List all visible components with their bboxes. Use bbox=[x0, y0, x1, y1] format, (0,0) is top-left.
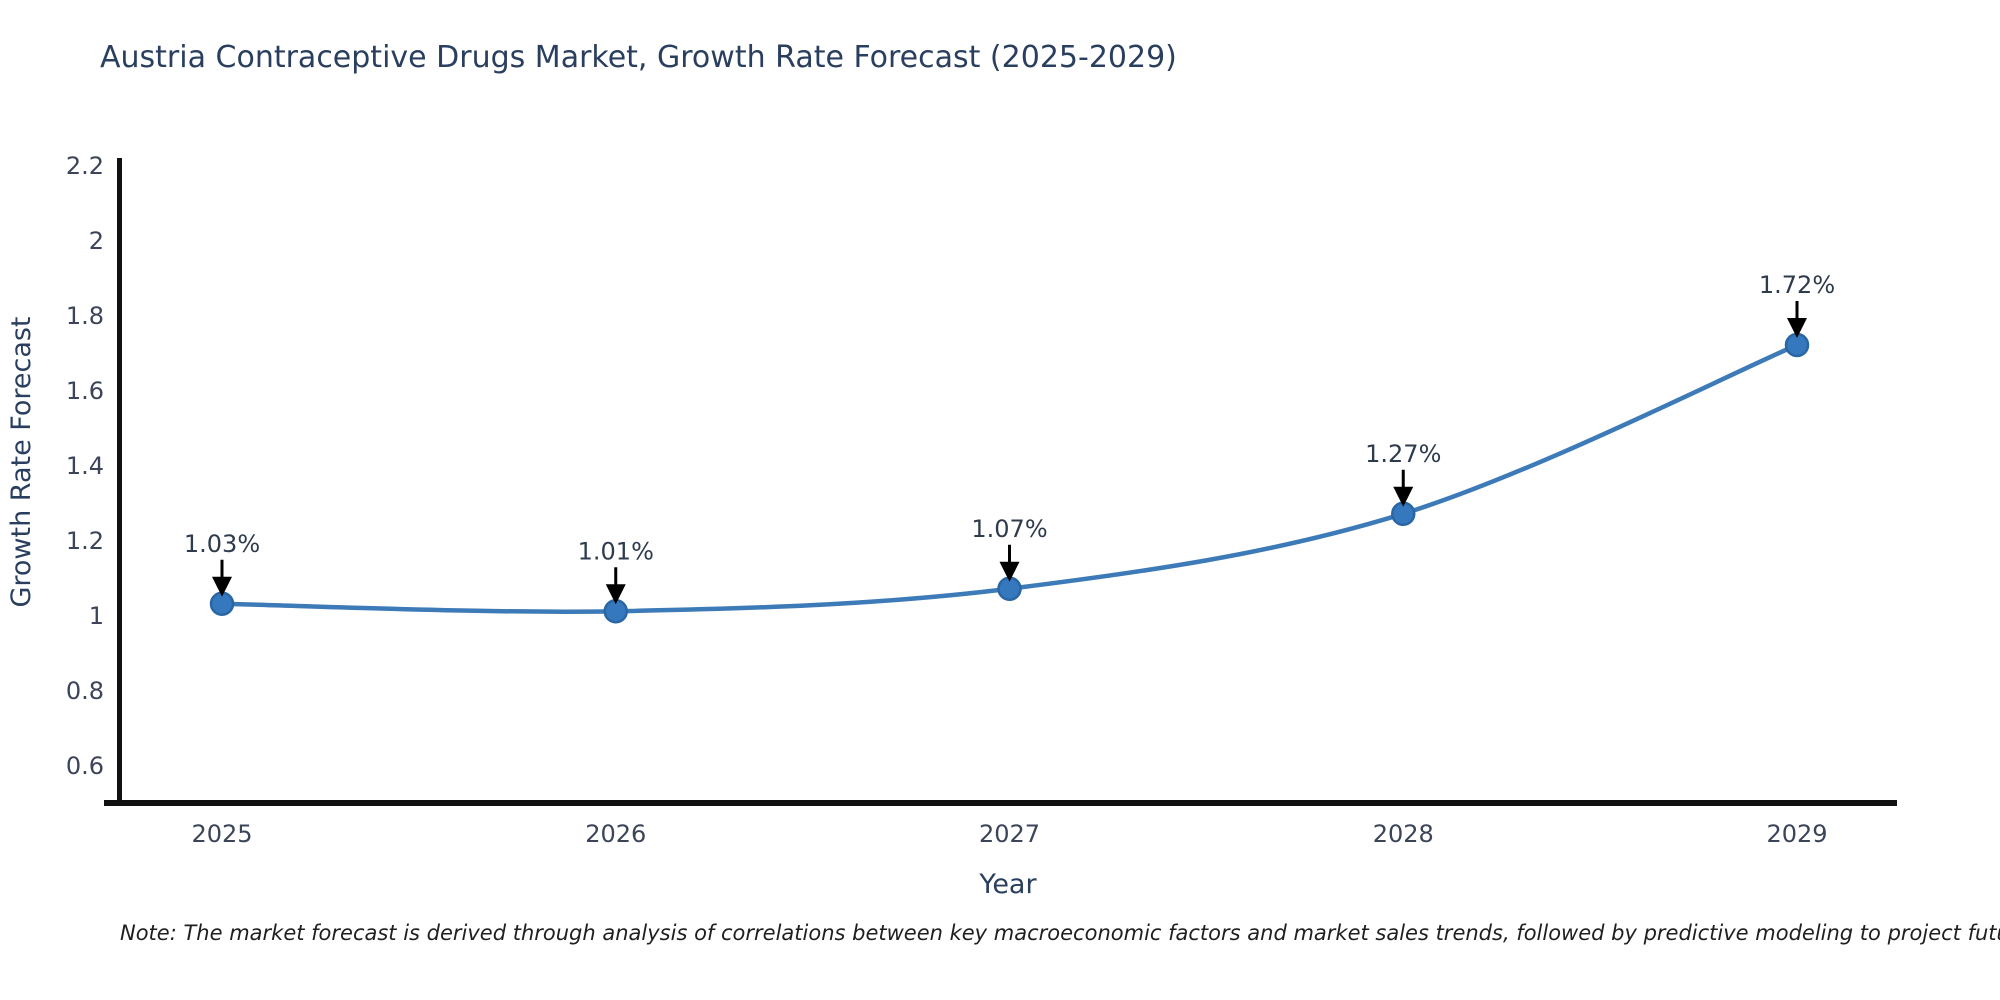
y-tick-label: 1.2 bbox=[66, 527, 104, 555]
annotation-label: 1.07% bbox=[971, 515, 1047, 543]
annotation-label: 1.03% bbox=[184, 530, 260, 558]
y-tick-label: 1 bbox=[89, 602, 104, 630]
annotation-label: 1.72% bbox=[1759, 271, 1835, 299]
y-tick-label: 0.8 bbox=[66, 677, 104, 705]
y-tick-label: 1.6 bbox=[66, 377, 104, 405]
annotation-arrowhead bbox=[212, 576, 232, 597]
y-tick-label: 1.4 bbox=[66, 452, 104, 480]
chart-title: Austria Contraceptive Drugs Market, Grow… bbox=[100, 40, 1177, 75]
annotation-arrowhead bbox=[999, 561, 1020, 582]
annotation-arrowhead bbox=[1393, 486, 1414, 507]
y-tick-label: 2.2 bbox=[66, 152, 104, 180]
annotation-arrowhead bbox=[1787, 318, 1807, 338]
x-tick-label: 2029 bbox=[1766, 820, 1827, 848]
annotation-arrowhead bbox=[605, 584, 626, 605]
x-tick-label: 2028 bbox=[1373, 820, 1434, 848]
annotation-label: 1.01% bbox=[578, 537, 654, 565]
x-tick-label: 2027 bbox=[979, 820, 1040, 848]
x-tick-label: 2025 bbox=[191, 820, 252, 848]
y-tick-label: 0.6 bbox=[66, 752, 104, 780]
y-tick-label: 2 bbox=[89, 227, 104, 255]
x-tick-label: 2026 bbox=[585, 820, 646, 848]
y-tick-label: 1.8 bbox=[66, 302, 104, 330]
y-axis-title: Growth Rate Forecast bbox=[6, 316, 37, 607]
chart-footnote: Note: The market forecast is derived thr… bbox=[120, 921, 2000, 945]
x-axis-title: Year bbox=[978, 869, 1037, 900]
annotation-label: 1.27% bbox=[1365, 440, 1441, 468]
